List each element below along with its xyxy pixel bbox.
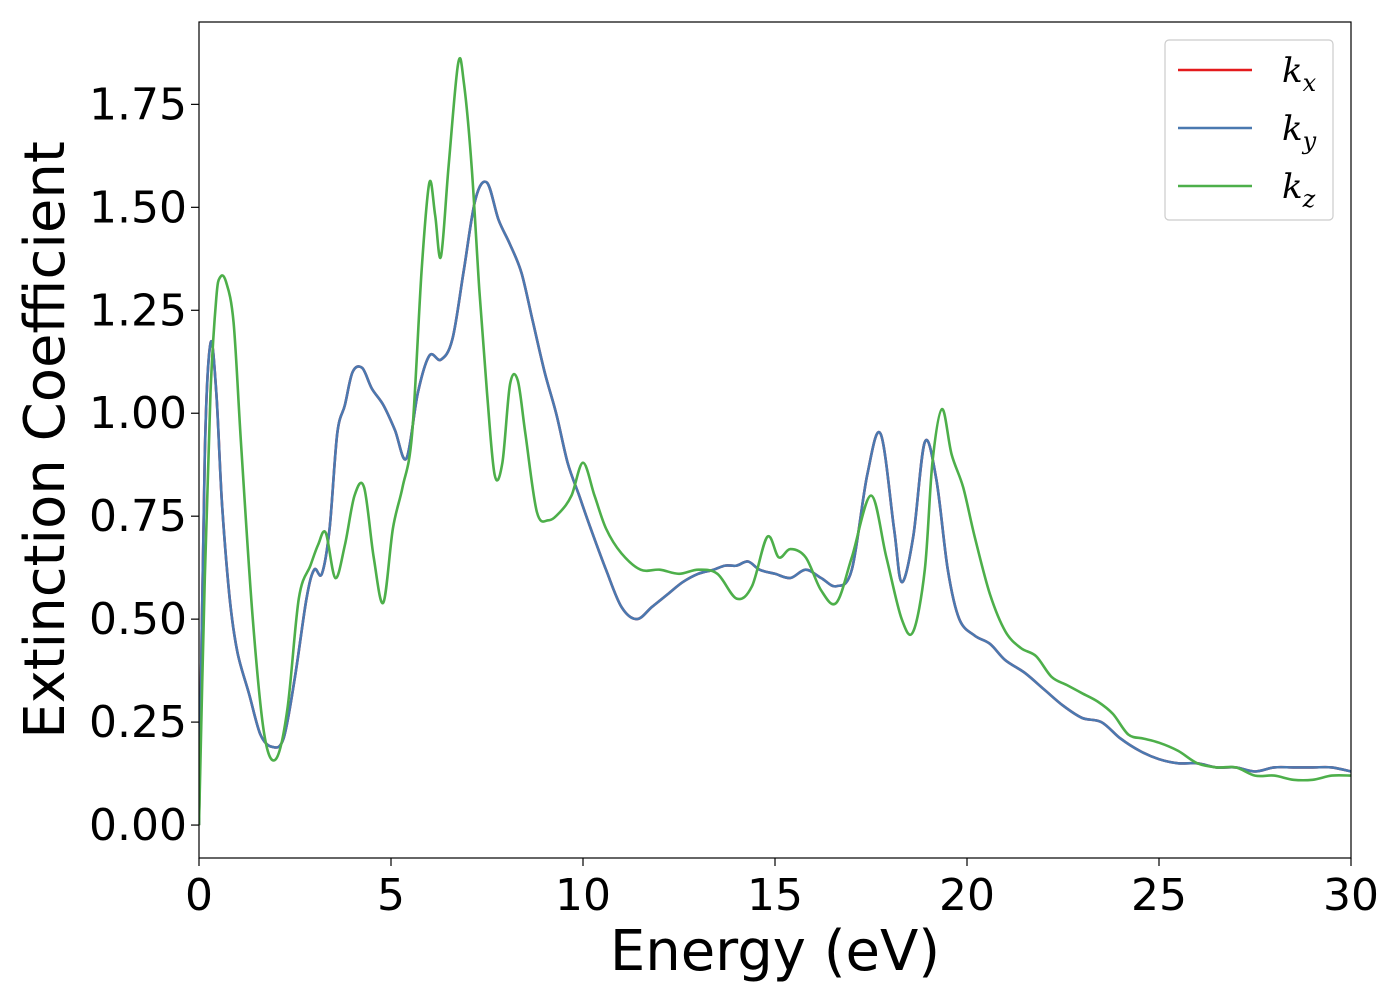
x-tick-label: 25 <box>1131 870 1187 921</box>
y-tick-label: 0.75 <box>89 491 187 542</box>
y-axis: 0.00 0.25 0.50 0.75 1.00 1.25 1.50 1.75 <box>89 79 199 851</box>
series-line-y <box>199 180 1351 826</box>
series-lines <box>199 56 1351 826</box>
x-tick-label: 10 <box>555 870 611 921</box>
x-axis-title: Energy (eV) <box>610 919 940 984</box>
y-tick-label: 1.75 <box>89 79 187 130</box>
y-tick-label: 0.25 <box>89 697 187 748</box>
y-tick-label: 1.50 <box>89 182 187 233</box>
series-line-z <box>199 56 1351 826</box>
y-tick-label: 0.00 <box>89 800 187 851</box>
y-tick-label: 1.00 <box>89 388 187 439</box>
legend-box <box>1164 39 1334 221</box>
y-axis-title: Extinction Coefficient <box>13 141 78 739</box>
y-tick-label: 1.25 <box>89 285 187 336</box>
x-tick-label: 15 <box>747 870 803 921</box>
x-tick-label: 5 <box>377 870 405 921</box>
y-tick-label: 0.50 <box>89 594 187 645</box>
x-tick-label: 0 <box>185 870 213 921</box>
x-tick-label: 30 <box>1323 870 1379 921</box>
x-axis: 0 5 10 15 20 25 30 <box>185 858 1379 921</box>
x-tick-label: 20 <box>939 870 995 921</box>
